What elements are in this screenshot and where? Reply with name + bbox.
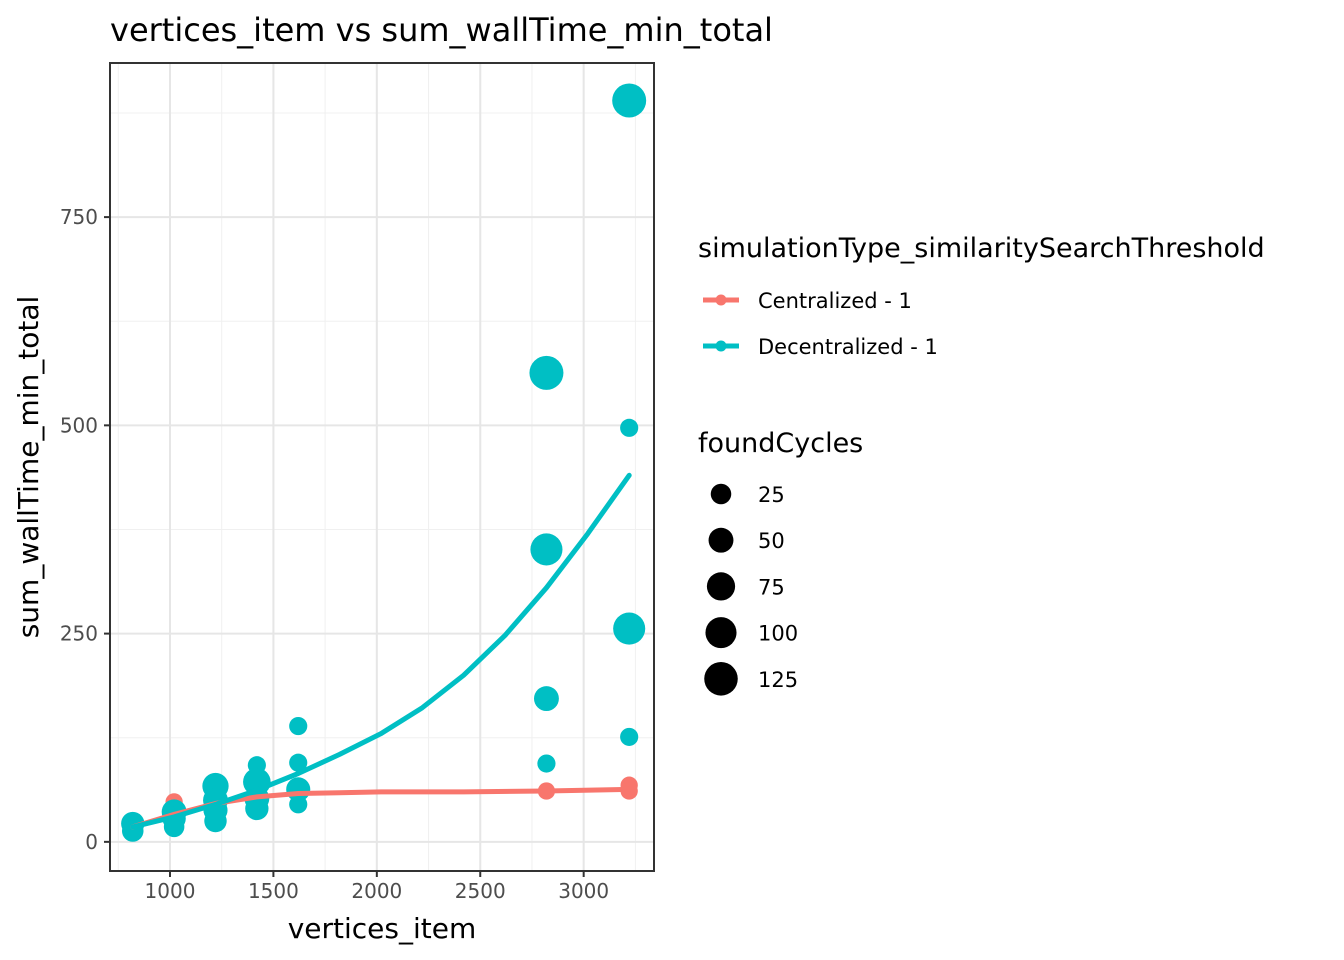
decentralized-trend-line [130,472,632,830]
decentralized-point [289,753,308,772]
decentralized-point [620,727,639,746]
x-tick-label: 1000 [145,879,196,903]
legend: simulationType_similaritySearchThreshold… [698,233,1265,696]
x-tick-label: 1500 [248,879,299,903]
grid-lines [110,63,654,871]
size-legend-dot [705,617,737,649]
y-tick-label: 250 [60,622,98,646]
color-legend-keys: Centralized - 1 Decentralized - 1 [703,289,938,359]
size-legend-label: 75 [758,575,785,599]
y-axis-title: sum_wallTime_min_total [12,296,45,639]
x-axis-title: vertices_item [288,912,477,945]
x-tick-label: 3000 [558,879,609,903]
color-legend-title: simulationType_similaritySearchThreshold [698,233,1265,264]
decentralized-point [533,686,559,712]
decentralized-point [204,809,227,833]
chart-title: vertices_item vs sum_wallTime_min_total [110,11,773,49]
size-legend-dot [706,572,736,601]
decentralized-point [289,716,308,736]
plot-panel-border [109,62,655,872]
size-legend-label: 125 [758,668,798,692]
size-legend-label: 25 [758,483,785,507]
decentralized-point [529,355,564,390]
decentralized-point [163,816,185,838]
decentralized-legend-dot [715,340,727,352]
data-points [121,83,647,842]
size-legend-title: foundCycles [698,428,863,459]
centralized-legend-label: Centralized - 1 [758,289,912,313]
decentralized-point [530,533,563,566]
size-legend-dot [708,527,734,553]
decentralized-point [289,795,308,814]
size-legend-keys: 25 50 75 100 125 [704,483,798,696]
size-legend-dot [704,662,738,696]
decentralized-point [537,754,556,773]
x-tick-label: 2500 [455,879,506,903]
y-tick-label: 500 [60,413,98,437]
decentralized-point [613,612,646,645]
x-tick-label: 2000 [351,879,402,903]
size-legend-label: 100 [758,622,798,646]
decentralized-point [620,418,639,437]
axis-ticks: 1000 1500 2000 2500 3000 0 250 500 750 [60,205,609,903]
y-tick-label: 750 [60,205,98,229]
decentralized-point [612,83,647,118]
decentralized-legend-label: Decentralized - 1 [758,335,938,359]
y-tick-label: 0 [85,830,98,854]
size-legend-label: 50 [758,529,785,553]
centralized-legend-dot [715,294,727,306]
size-legend-dot [710,483,732,505]
decentralized-point [245,796,269,821]
